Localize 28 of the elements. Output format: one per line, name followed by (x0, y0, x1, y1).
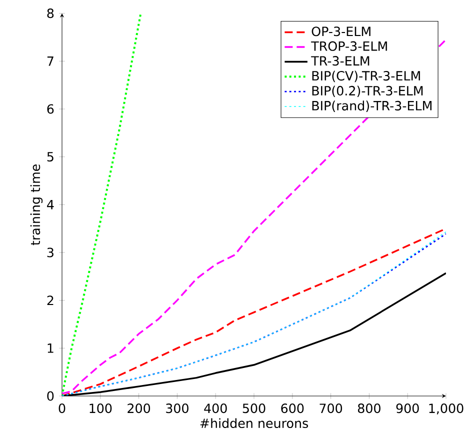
legend-label: BIP(0.2)-TR-3-ELM (312, 86, 423, 98)
x-tick-label: 200 (128, 404, 150, 414)
y-tick-label: 4 (47, 200, 54, 210)
y-tick-label: 2 (47, 296, 54, 306)
y-axis-title: training time (30, 164, 43, 246)
x-tick-label: 800 (358, 404, 380, 414)
x-tick-label: 0 (58, 404, 66, 414)
y-tick-label: 0 (47, 391, 54, 401)
legend-label: BIP(rand)-TR-3-ELM (312, 100, 432, 112)
x-tick-label: 1,000 (429, 404, 464, 414)
x-tick-label: 900 (396, 404, 419, 414)
y-tick-label: 3 (47, 248, 54, 258)
y-tick-label: 8 (47, 8, 54, 18)
y-tick-label: 7 (47, 56, 54, 66)
x-tick-label: 300 (166, 404, 188, 414)
legend-label: TR-3-ELM (311, 56, 370, 66)
x-tick-label: 100 (90, 404, 112, 414)
x-tick-label: 700 (320, 404, 342, 414)
legend-label: OP-3-ELM (312, 26, 370, 36)
legend-label: TROP-3-ELM (311, 41, 387, 51)
legend-label: BIP(CV)-TR-3-ELM (312, 70, 420, 82)
y-tick-label: 5 (47, 152, 54, 162)
x-axis-title: #hidden neurons (200, 418, 308, 428)
y-tick-label: 6 (47, 104, 54, 114)
x-tick-label: 500 (242, 404, 266, 414)
x-tick-label: 400 (204, 404, 227, 414)
x-tick-label: 600 (281, 404, 304, 414)
y-tick-label: 1 (48, 344, 54, 353)
